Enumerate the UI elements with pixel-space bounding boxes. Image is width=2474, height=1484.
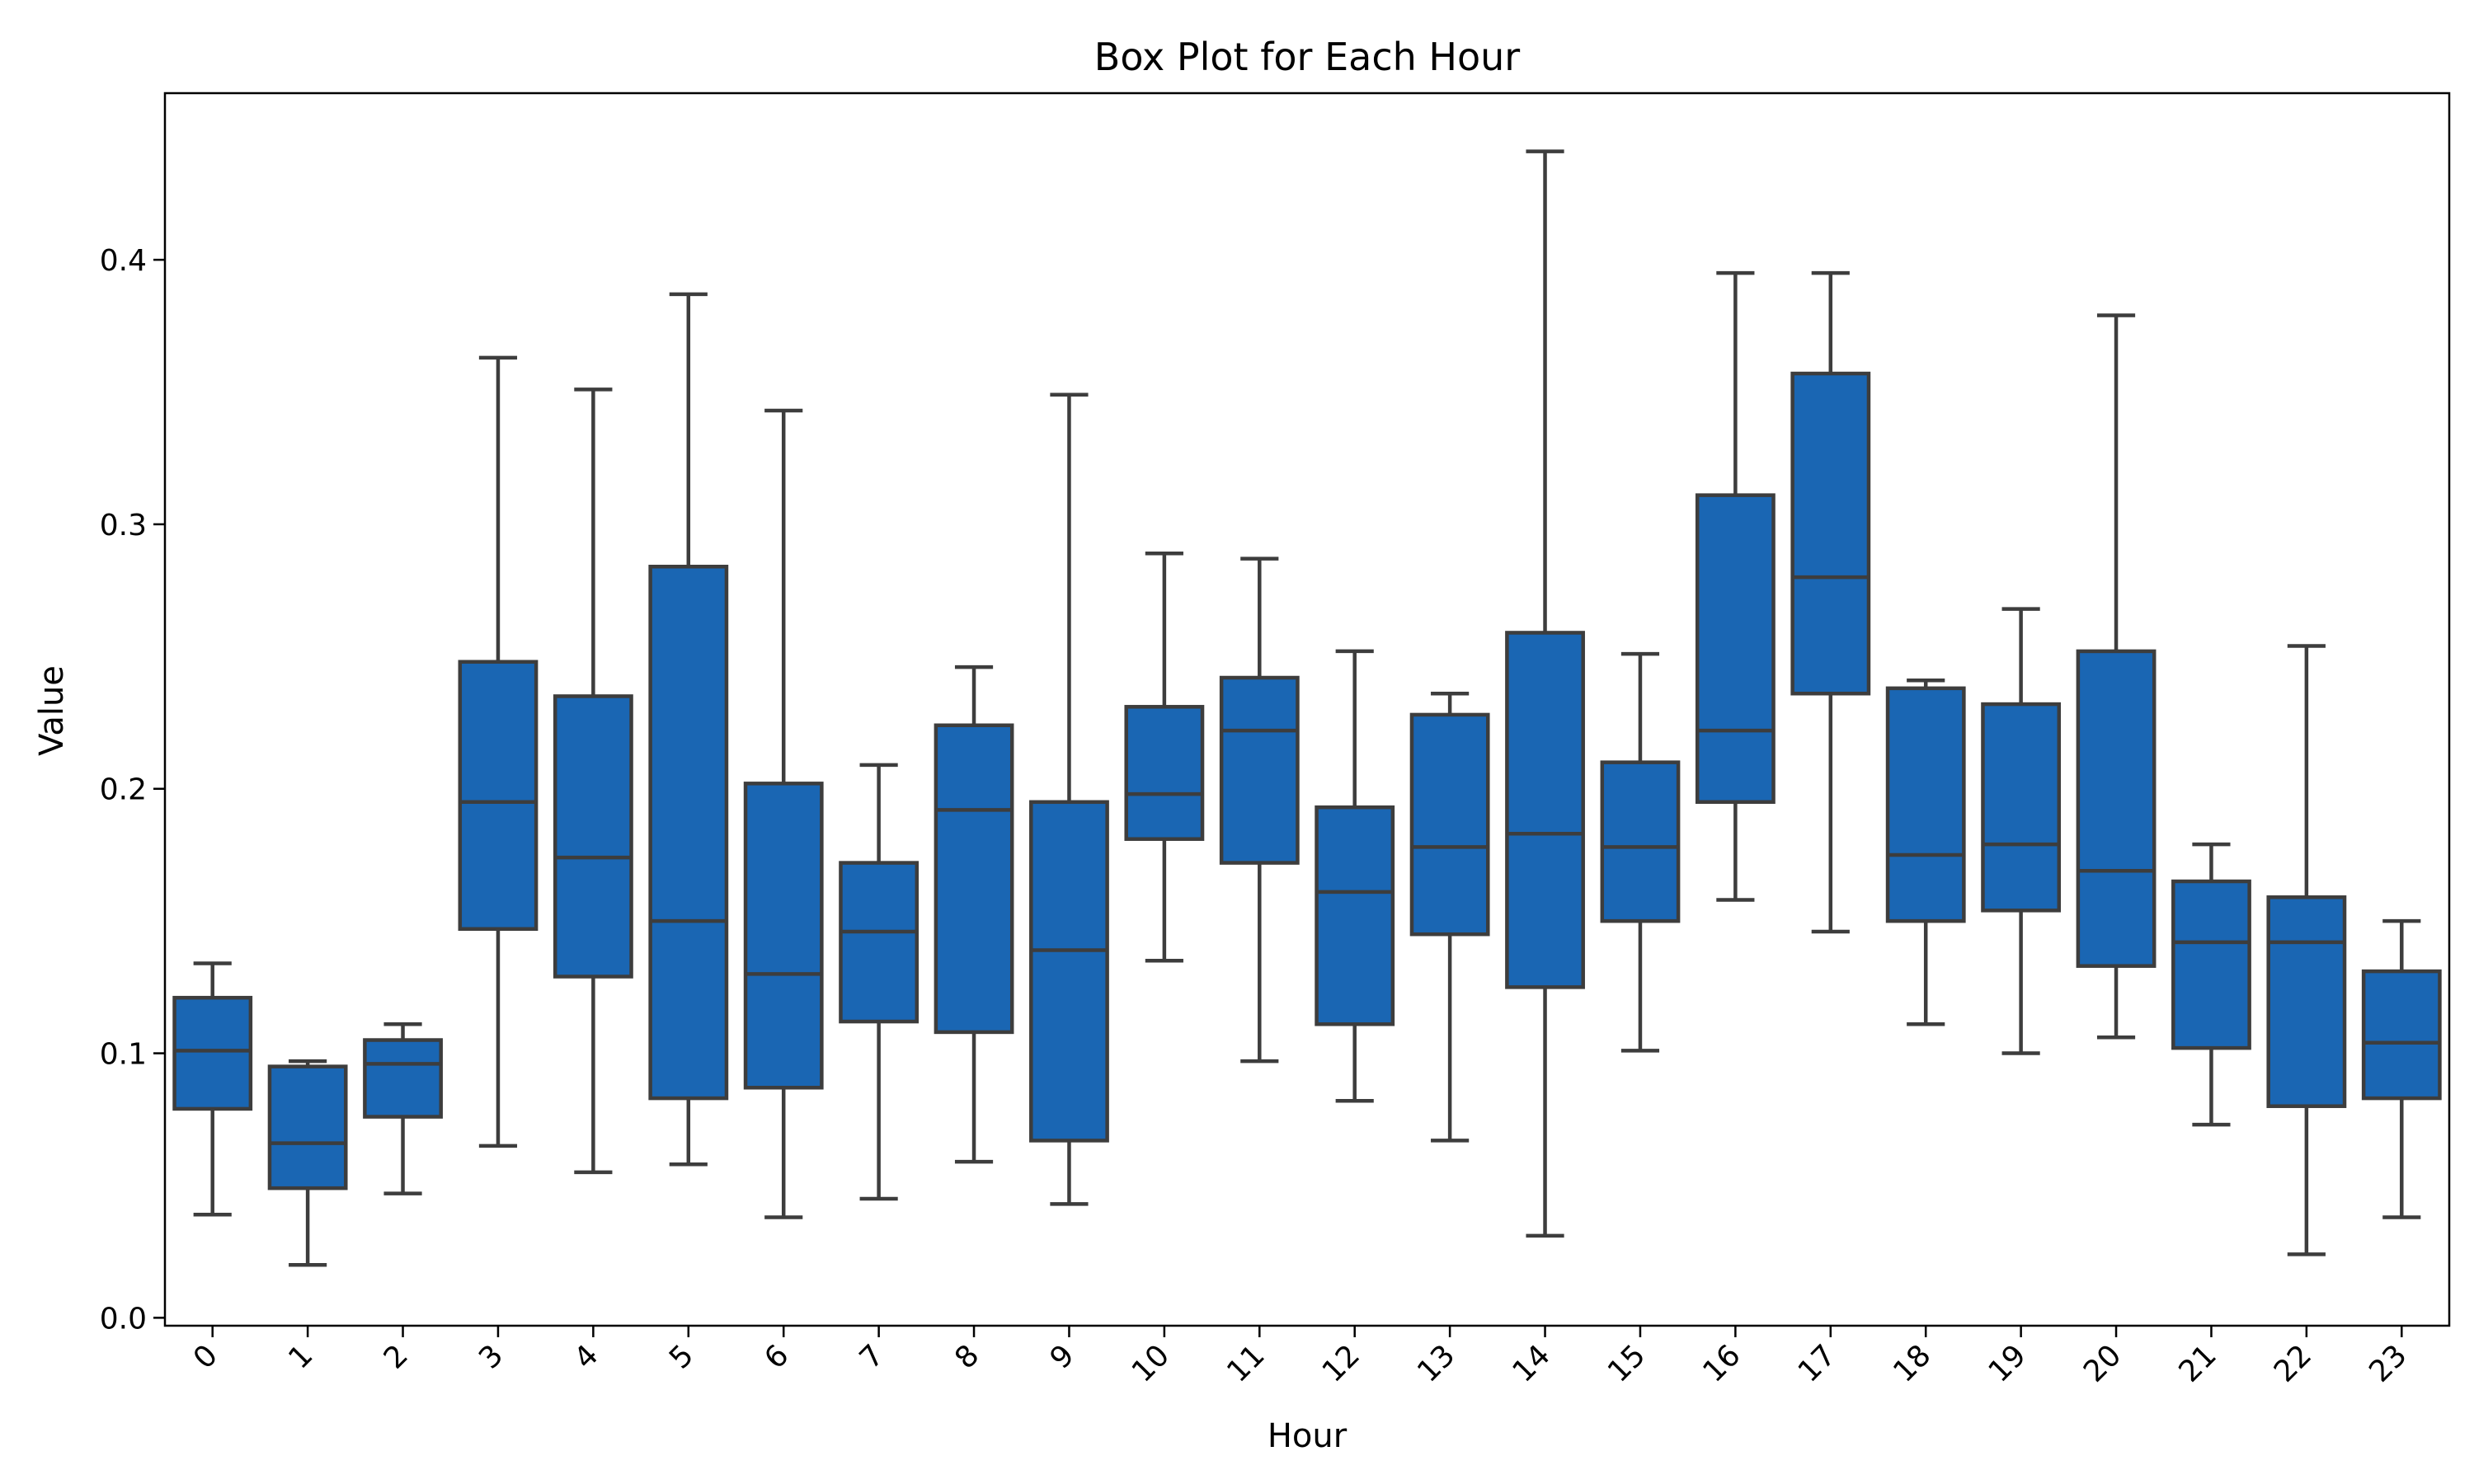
box-group-hour-17 [1790, 270, 1871, 934]
box-group-hour-8 [934, 665, 1014, 1164]
plot-frame [163, 92, 2451, 1327]
x-tick-label: 12 [1316, 1338, 1366, 1388]
box-group-hour-2 [363, 1022, 443, 1195]
x-tick-label: 7 [854, 1338, 891, 1375]
box-group-hour-12 [1315, 649, 1395, 1103]
box-iqr [934, 723, 1014, 1035]
x-tick-label: 0 [187, 1338, 224, 1375]
box-iqr [2171, 879, 2251, 1050]
box-group-hour-1 [267, 1059, 348, 1267]
box-iqr [1600, 760, 1681, 923]
box-group-hour-22 [2266, 644, 2347, 1256]
x-tick-label: 19 [1982, 1338, 2033, 1388]
box-group-hour-18 [1885, 678, 1966, 1026]
box-group-hour-21 [2171, 842, 2251, 1127]
box-iqr [1505, 631, 1585, 989]
y-tick-label: 0.4 [100, 244, 147, 278]
x-tick-label: 2 [378, 1338, 415, 1375]
x-tick-label: 6 [758, 1338, 795, 1375]
x-tick-label: 18 [1887, 1338, 1937, 1388]
y-tick-label: 0.0 [100, 1302, 147, 1336]
y-tick-label: 0.1 [100, 1038, 147, 1072]
box-iqr [1219, 675, 1300, 865]
y-tick-label: 0.3 [100, 509, 147, 542]
box-iqr [172, 995, 253, 1111]
x-tick-label: 9 [1044, 1338, 1081, 1375]
box-iqr [648, 565, 729, 1101]
box-iqr [1885, 686, 1966, 923]
box-iqr [2076, 649, 2157, 968]
box-group-hour-20 [2076, 313, 2157, 1040]
x-tick-label: 13 [1411, 1338, 1461, 1388]
box-group-hour-14 [1505, 149, 1585, 1238]
x-tick-label: 15 [1602, 1338, 1652, 1388]
box-group-hour-5 [648, 292, 729, 1167]
box-group-hour-3 [458, 355, 539, 1148]
x-tick-label: 8 [948, 1338, 985, 1375]
box-group-hour-10 [1124, 551, 1205, 963]
x-tick-label: 14 [1507, 1338, 1557, 1388]
x-tick-label: 1 [282, 1338, 319, 1375]
x-tick-label: 11 [1221, 1338, 1271, 1388]
box-iqr [1981, 702, 2062, 913]
box-group-hour-9 [1029, 392, 1109, 1206]
x-tick-label: 21 [2172, 1338, 2222, 1388]
box-iqr [267, 1064, 348, 1190]
box-group-hour-7 [839, 763, 920, 1201]
y-tick-label: 0.2 [100, 773, 147, 807]
box-group-hour-6 [743, 408, 824, 1219]
box-group-hour-15 [1600, 651, 1681, 1053]
box-group-hour-16 [1695, 270, 1776, 902]
x-tick-label: 20 [2077, 1338, 2128, 1388]
x-tick-label: 16 [1696, 1338, 1747, 1388]
box-group-hour-23 [2361, 918, 2442, 1219]
y-axis-label: Value [33, 665, 71, 756]
box-group-hour-13 [1409, 692, 1490, 1143]
x-tick-label: 10 [1126, 1338, 1176, 1388]
box-group-hour-0 [172, 961, 253, 1217]
box-iqr [1695, 493, 1776, 805]
box-group-hour-4 [553, 387, 633, 1175]
box-iqr [1315, 805, 1395, 1026]
box-iqr [743, 782, 824, 1090]
x-tick-label: 23 [2363, 1338, 2413, 1388]
box-iqr [1029, 800, 1109, 1143]
box-iqr [553, 694, 633, 979]
x-tick-label: 17 [1792, 1338, 1842, 1388]
box-group-hour-19 [1981, 607, 2062, 1055]
box-iqr [2266, 895, 2347, 1108]
box-iqr [2361, 969, 2442, 1101]
x-axis-label: Hour [1268, 1417, 1348, 1455]
box-iqr [1790, 371, 1871, 696]
box-iqr [839, 861, 920, 1024]
chart-title: Box Plot for Each Hour [1094, 35, 1521, 79]
x-tick-label: 5 [663, 1338, 700, 1375]
box-iqr [363, 1038, 443, 1119]
x-tick-label: 22 [2268, 1338, 2318, 1388]
box-iqr [1124, 705, 1205, 841]
x-tick-label: 3 [473, 1338, 510, 1375]
x-tick-label: 4 [568, 1338, 605, 1375]
box-iqr [458, 660, 539, 932]
box-iqr [1409, 712, 1490, 937]
plot-area: 0 1 2 3 4 5 6 7 8 9 10 11 12 13 14 15 16 17 18 19 20 21 22 230.… [100, 149, 2442, 1389]
box-group-hour-11 [1219, 556, 1300, 1064]
